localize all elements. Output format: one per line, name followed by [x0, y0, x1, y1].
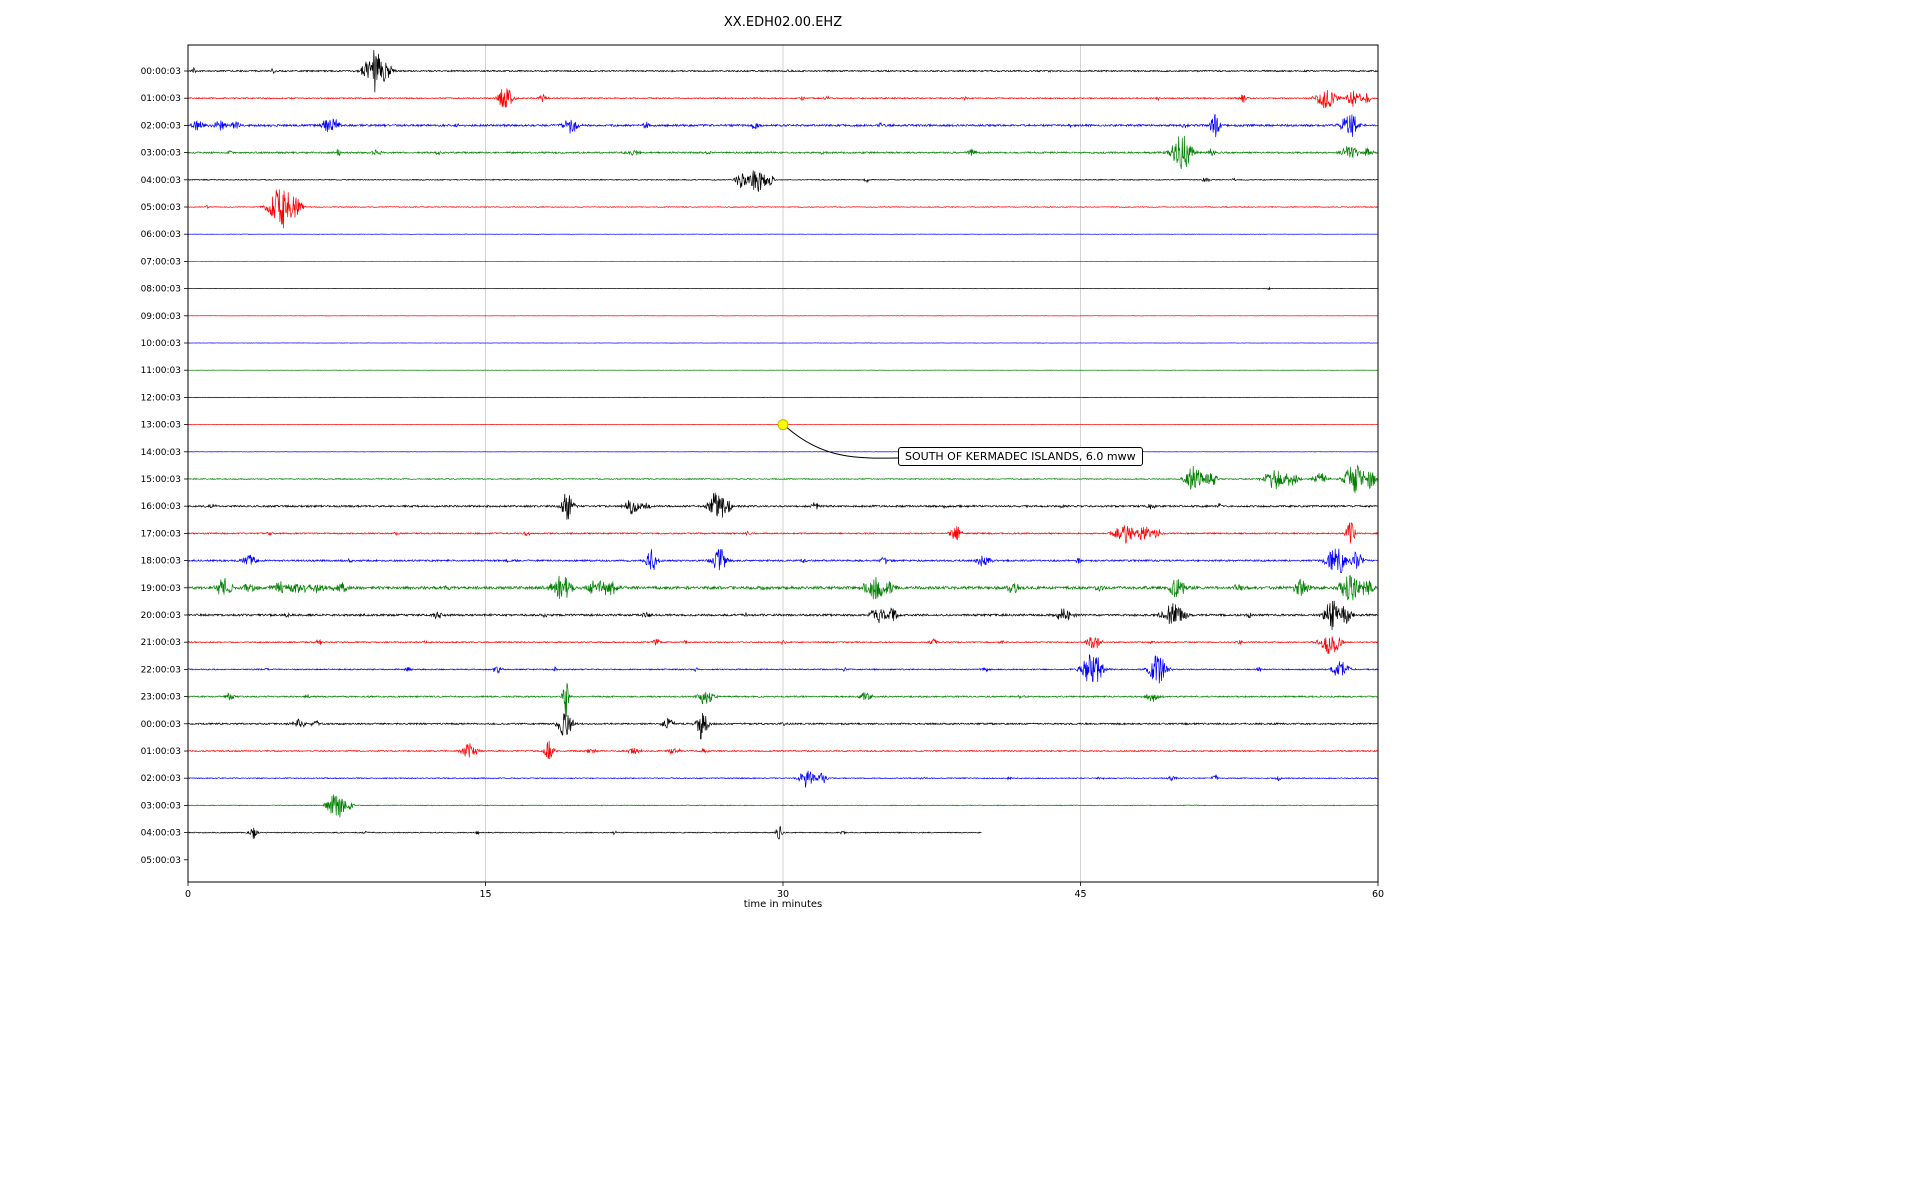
- event-annotation: SOUTH OF KERMADEC ISLANDS, 6.0 mww: [898, 447, 1143, 466]
- y-tick-label: 22:00:03: [141, 665, 181, 675]
- y-tick-label: 11:00:03: [141, 366, 181, 376]
- y-tick-label: 20:00:03: [141, 611, 181, 621]
- trace-row-22: [188, 654, 1378, 684]
- y-tick-label: 18:00:03: [141, 557, 181, 567]
- trace-row-20: [188, 600, 1378, 630]
- y-tick-label: 01:00:03: [141, 747, 181, 757]
- trace-row-18: [188, 548, 1378, 574]
- y-tick-label: 02:00:03: [141, 774, 181, 784]
- y-tick-label: 02:00:03: [141, 121, 181, 131]
- trace-row-24: [188, 712, 1378, 740]
- y-tick-label: 15:00:03: [141, 475, 181, 485]
- trace-row-21: [188, 636, 1378, 654]
- y-tick-label: 04:00:03: [141, 829, 181, 839]
- trace-row-0: [188, 49, 1378, 93]
- annotation-connector: [786, 427, 899, 459]
- trace-row-2: [188, 114, 1378, 138]
- trace-row-26: [188, 770, 1378, 788]
- trace-row-4: [188, 170, 1378, 192]
- trace-row-3: [188, 135, 1378, 170]
- x-tick-label: 15: [479, 889, 491, 900]
- y-tick-label: 07:00:03: [141, 257, 181, 267]
- x-tick-label: 45: [1074, 889, 1086, 900]
- plot-title: XX.EDH02.00.EHZ: [723, 15, 843, 30]
- y-tick-label: 10:00:03: [141, 339, 181, 349]
- event-marker: [777, 419, 789, 431]
- y-tick-label: 14:00:03: [141, 448, 181, 458]
- trace-row-16: [188, 492, 1378, 520]
- y-tick-label: 17:00:03: [141, 529, 181, 539]
- y-tick-label: 03:00:03: [141, 149, 181, 159]
- y-tick-label: 09:00:03: [141, 312, 181, 322]
- trace-row-17: [188, 521, 1378, 544]
- y-tick-label: 21:00:03: [141, 638, 181, 648]
- y-tick-label: 05:00:03: [141, 203, 181, 213]
- y-tick-label: 03:00:03: [141, 801, 181, 811]
- x-axis: 0 15 30 45 60: [185, 882, 1384, 900]
- trace-row-27: [188, 794, 1378, 818]
- x-tick-label: 0: [185, 889, 191, 900]
- y-tick-label: 13:00:03: [141, 421, 181, 431]
- x-tick-label: 30: [777, 889, 789, 900]
- trace-row-8: [188, 286, 1378, 291]
- trace-row-23: [188, 683, 1378, 717]
- y-tick-label: 23:00:03: [141, 693, 181, 703]
- trace-row-25: [188, 740, 1378, 760]
- y-tick-label: 12:00:03: [141, 393, 181, 403]
- x-axis-label: time in minutes: [743, 899, 823, 910]
- trace-row-15: [188, 464, 1378, 494]
- trace-row-5: [188, 189, 1378, 229]
- trace-row-28: [188, 825, 982, 840]
- y-tick-label: 05:00:03: [141, 856, 181, 866]
- trace-row-19: [188, 575, 1378, 601]
- y-tick-label: 06:00:03: [141, 230, 181, 240]
- y-tick-label: 00:00:03: [141, 67, 181, 77]
- x-tick-label: 60: [1372, 889, 1384, 900]
- y-tick-label: 08:00:03: [141, 285, 181, 295]
- trace-row-1: [188, 88, 1378, 109]
- y-tick-label: 19:00:03: [141, 584, 181, 594]
- y-axis: 00:00:03 01:00:03 02:00:03 03:00:03 04:00:03…: [141, 67, 188, 866]
- y-tick-label: 16:00:03: [141, 502, 181, 512]
- traces: [188, 49, 1378, 840]
- y-tick-label: 01:00:03: [141, 94, 181, 104]
- y-tick-label: 00:00:03: [141, 720, 181, 730]
- y-tick-label: 04:00:03: [141, 176, 181, 186]
